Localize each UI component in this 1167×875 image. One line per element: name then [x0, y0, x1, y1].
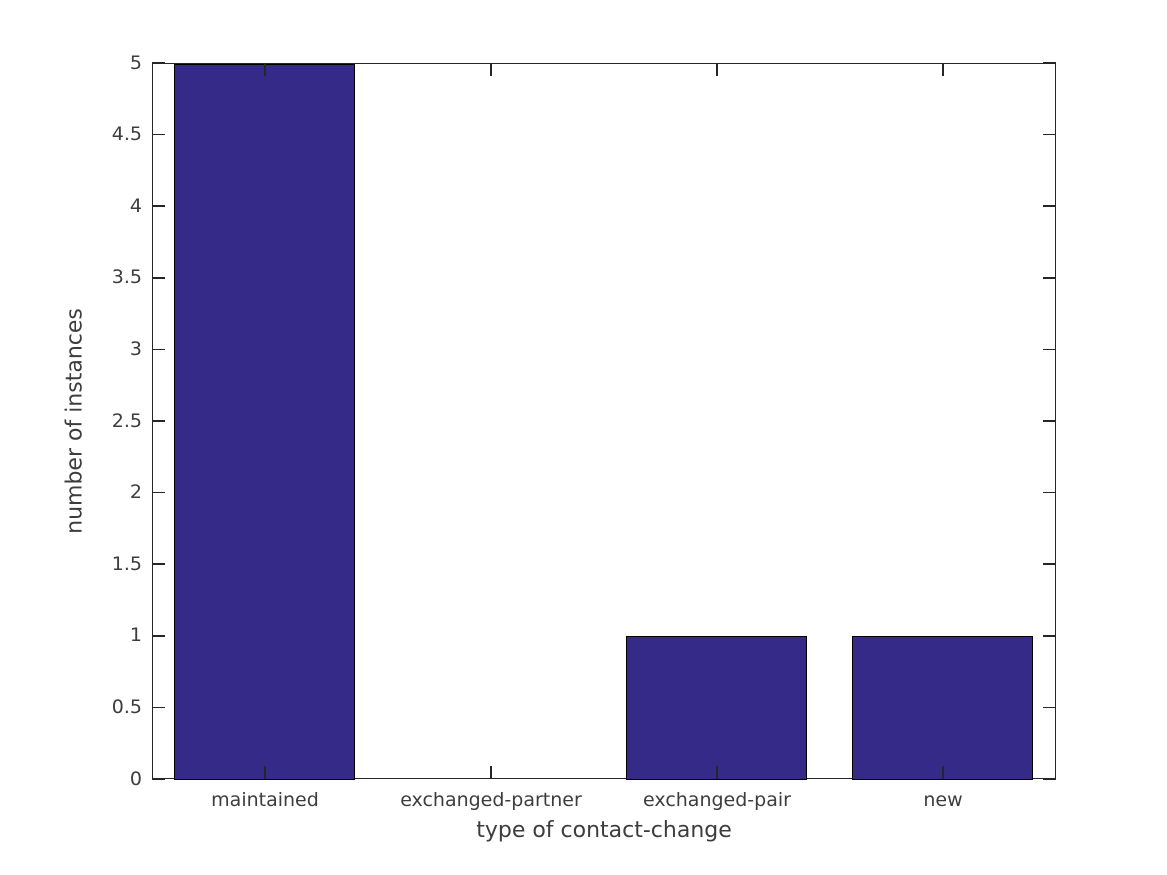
y-tick-right	[1043, 635, 1056, 637]
y-tick-left	[152, 491, 165, 494]
x-tick-bottom	[264, 766, 266, 779]
y-tick-label: 1	[129, 624, 142, 647]
y-tick-left	[152, 563, 165, 565]
y-tick-left	[152, 706, 165, 709]
y-tick-label: 2	[129, 481, 142, 504]
y-tick-right	[1043, 491, 1056, 494]
y-tick-left	[152, 420, 165, 422]
bar-exchanged-pair	[626, 636, 807, 780]
y-tick-left	[152, 277, 165, 279]
y-tick-left	[152, 205, 165, 207]
x-tick-top	[490, 63, 492, 76]
y-tick-label: 1.5	[111, 552, 142, 575]
y-tick-label: 0	[129, 767, 142, 790]
bar-new	[852, 636, 1033, 780]
y-tick-label: 0.5	[111, 695, 142, 718]
y-tick-right	[1043, 348, 1056, 351]
y-tick-right	[1043, 778, 1056, 780]
x-tick-label-new: new	[923, 789, 963, 811]
y-tick-right	[1043, 205, 1056, 207]
y-tick-label: 3	[129, 337, 142, 360]
x-tick-top	[716, 63, 718, 76]
y-tick-label: 5	[129, 51, 142, 74]
y-tick-label: 3.5	[111, 266, 142, 289]
plot-area	[152, 63, 1056, 780]
y-tick-right	[1043, 420, 1056, 422]
x-tick-label-exchanged-partner: exchanged-partner	[400, 789, 582, 811]
y-tick-right	[1043, 563, 1056, 565]
x-tick-bottom	[716, 766, 718, 779]
y-tick-left	[152, 778, 165, 780]
y-tick-left	[152, 348, 165, 351]
x-axis-label: type of contact-change	[476, 818, 732, 843]
y-tick-label: 4	[129, 194, 142, 217]
y-tick-left	[152, 62, 165, 64]
x-tick-label-exchanged-pair: exchanged-pair	[643, 789, 791, 811]
y-tick-right	[1043, 133, 1056, 136]
x-tick-bottom	[490, 766, 492, 779]
y-tick-right	[1043, 62, 1056, 64]
y-tick-right	[1043, 706, 1056, 709]
y-tick-left	[152, 133, 165, 136]
bar-maintained	[174, 63, 355, 780]
y-tick-label: 4.5	[111, 123, 142, 146]
y-tick-right	[1043, 277, 1056, 279]
x-tick-bottom	[942, 766, 944, 779]
y-tick-label: 2.5	[111, 409, 142, 432]
x-tick-top	[942, 63, 944, 76]
y-tick-left	[152, 635, 165, 637]
x-tick-label-maintained: maintained	[211, 789, 319, 811]
x-tick-top	[264, 63, 266, 76]
